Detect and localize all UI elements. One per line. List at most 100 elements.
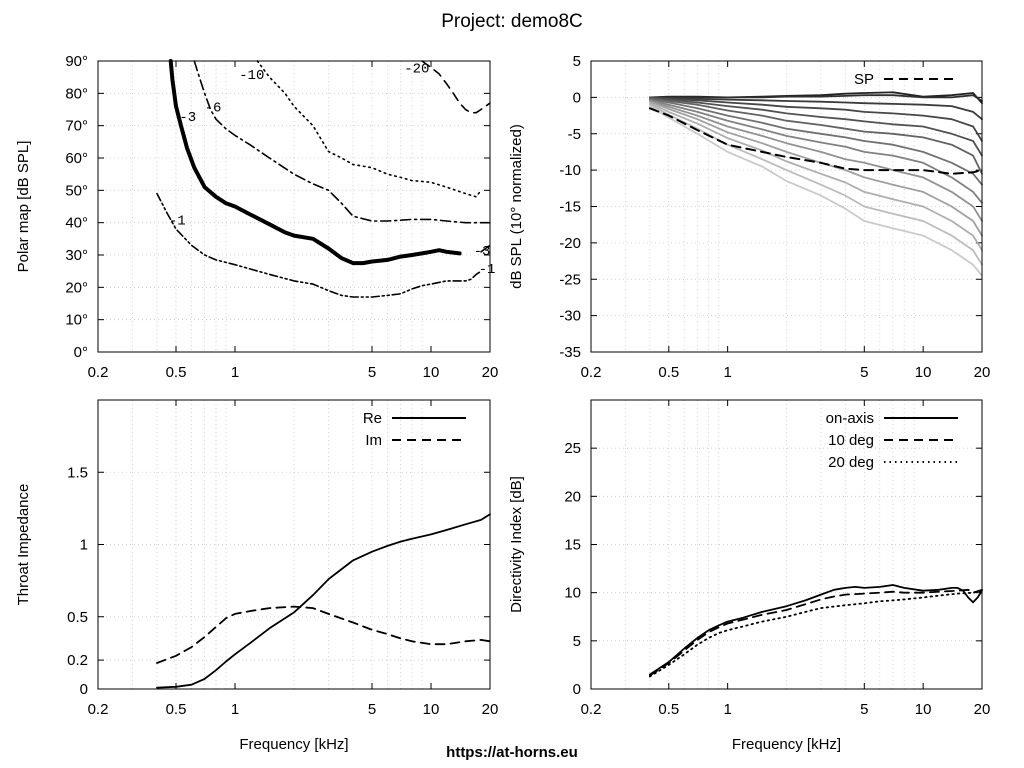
y-tick-label: 60° (65, 150, 88, 167)
y-tick-label: 15 (564, 537, 581, 554)
x-tick-label: 5 (368, 364, 376, 381)
y-tick-label: 70° (65, 118, 88, 135)
y-tick-label: 1 (80, 537, 88, 554)
series-line (649, 102, 983, 252)
y-tick-label: -25 (559, 271, 581, 288)
x-axis-label: Frequency [kHz] (239, 736, 348, 753)
x-tick-label: 0.2 (88, 364, 109, 381)
y-tick-label: 20 (564, 488, 581, 505)
page-title: Project: demo8C (441, 11, 583, 32)
series-line-sp (648, 107, 983, 175)
y-tick-label: -15 (559, 199, 581, 216)
footer-url: https://at-horns.eu (446, 744, 578, 761)
x-tick-label: 10 (423, 364, 440, 381)
x-tick-label: 1 (231, 364, 239, 381)
y-tick-label: -35 (559, 344, 581, 361)
x-tick-label: 0.2 (88, 701, 109, 718)
series-line (649, 94, 983, 102)
legend-label: on-axis (826, 410, 874, 427)
contour-line (256, 60, 482, 198)
x-tick-label: 5 (860, 364, 868, 381)
series-line-20-deg (649, 589, 983, 678)
series-line-Re (156, 513, 491, 689)
y-tick-label: 80° (65, 85, 88, 102)
x-tick-label: 20 (974, 701, 991, 718)
series-line (649, 99, 983, 204)
y-tick-label: -10 (559, 162, 581, 179)
series-line (649, 105, 983, 277)
y-axis-label: Polar map [dB SPL] (15, 141, 32, 273)
series-line (649, 97, 983, 175)
y-tick-label: 40° (65, 215, 88, 232)
y-tick-label: 0 (573, 89, 581, 106)
x-tick-label: 20 (482, 701, 499, 718)
series-line (649, 103, 983, 266)
series-line (649, 100, 983, 222)
y-tick-label: 0.2 (67, 652, 88, 669)
legend-label: 10 deg (828, 432, 874, 449)
series-line-on-axis (649, 584, 983, 676)
contour-label: -3 (179, 110, 196, 126)
y-tick-label: -30 (559, 308, 581, 325)
x-tick-label: 10 (423, 701, 440, 718)
contour-label: -1 (479, 262, 496, 278)
x-tick-label: 10 (915, 364, 932, 381)
series-line (649, 98, 983, 186)
contour-label: -10 (239, 68, 264, 84)
x-tick-label: 10 (915, 701, 932, 718)
legend-label: Re (363, 410, 382, 427)
x-tick-label: 0.5 (658, 701, 679, 718)
y-tick-label: 20° (65, 279, 88, 296)
y-tick-label: 50° (65, 182, 88, 199)
legend-label: Im (365, 432, 382, 449)
x-tick-label: 5 (368, 701, 376, 718)
x-tick-label: 20 (482, 364, 499, 381)
y-tick-label: 5 (573, 633, 581, 650)
chart-spl: 0.2 0.5 1 5 10 20 -35 -30 -25 -20 -15 -10 -5 0 5 dB SPL… (508, 53, 990, 381)
series-line (649, 96, 983, 142)
y-tick-label: 1.5 (67, 464, 88, 481)
y-tick-label: 10° (65, 312, 88, 329)
series-line (649, 97, 983, 157)
x-tick-label: 0.2 (581, 701, 602, 718)
chart-polar: 0.2 0.5 1 5 10 20 0° 10° 20° 30° 40° 50° 60° 70° 80° 90… (15, 53, 498, 381)
x-tick-label: 1 (723, 364, 731, 381)
y-tick-label: -5 (568, 126, 581, 143)
x-tick-label: 1 (723, 701, 731, 718)
legend-label: 20 deg (828, 454, 874, 471)
y-tick-label: 0 (80, 681, 88, 698)
y-tick-label: 30° (65, 247, 88, 264)
contour-line (156, 192, 482, 298)
contour-line (421, 60, 491, 114)
y-tick-label: 0.5 (67, 609, 88, 626)
contour-line (193, 60, 491, 224)
plot-frame (97, 60, 491, 353)
y-tick-label: 5 (573, 53, 581, 70)
series-line (649, 96, 983, 121)
y-tick-label: 0° (74, 344, 88, 361)
y-tick-label: 10 (564, 585, 581, 602)
x-axis-label: Frequency [kHz] (732, 736, 841, 753)
plot-frame (590, 399, 983, 690)
x-tick-label: 1 (231, 701, 239, 718)
x-tick-label: 0.2 (581, 364, 602, 381)
contour-line (480, 244, 491, 253)
legend-label: SP (854, 71, 874, 88)
x-tick-label: 0.5 (166, 364, 187, 381)
x-tick-label: 0.5 (658, 364, 679, 381)
x-tick-label: 0.5 (166, 701, 187, 718)
plot-frame (590, 60, 983, 353)
y-tick-label: 25 (564, 440, 581, 457)
contour-line (168, 59, 462, 266)
contour-label: -6 (205, 100, 222, 116)
y-axis-label: Directivity Index [dB] (508, 476, 525, 613)
contour-label: -20 (404, 61, 429, 77)
y-tick-label: 90° (65, 53, 88, 70)
series-line-10-deg (649, 588, 983, 677)
series-line (649, 100, 983, 237)
y-tick-label: -20 (559, 235, 581, 252)
series-line-Im (156, 605, 491, 664)
